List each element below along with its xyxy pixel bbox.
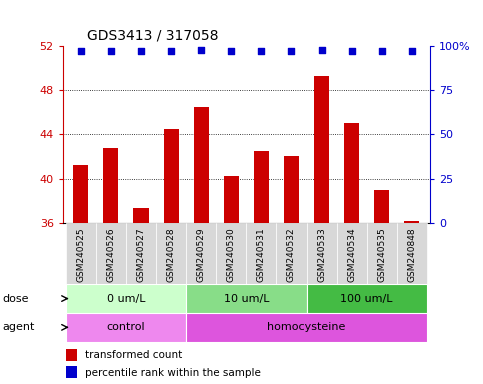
Bar <box>194 107 209 223</box>
Bar <box>73 165 88 223</box>
Point <box>408 48 416 55</box>
Bar <box>367 223 397 284</box>
Point <box>378 48 385 55</box>
Bar <box>156 223 186 284</box>
Bar <box>96 223 126 284</box>
Point <box>107 48 115 55</box>
Text: homocysteine: homocysteine <box>267 322 346 333</box>
Text: GSM240530: GSM240530 <box>227 228 236 282</box>
Bar <box>133 209 149 223</box>
Bar <box>314 76 329 223</box>
Bar <box>254 151 269 223</box>
Bar <box>66 313 186 342</box>
Bar <box>164 129 179 223</box>
Bar <box>67 349 77 361</box>
Bar <box>246 223 276 284</box>
Text: GSM240525: GSM240525 <box>76 228 85 282</box>
Bar <box>307 223 337 284</box>
Point <box>137 48 145 55</box>
Text: 0 um/L: 0 um/L <box>107 293 145 304</box>
Bar <box>344 123 359 223</box>
Text: GSM240528: GSM240528 <box>167 228 176 282</box>
Point <box>198 46 205 53</box>
Bar <box>337 223 367 284</box>
Bar <box>397 223 427 284</box>
Text: GSM240848: GSM240848 <box>407 228 416 282</box>
Text: GSM240531: GSM240531 <box>257 228 266 282</box>
Bar <box>284 157 299 223</box>
Text: control: control <box>107 322 145 333</box>
Text: GSM240526: GSM240526 <box>106 228 115 282</box>
Bar <box>66 223 96 284</box>
Text: GSM240534: GSM240534 <box>347 228 356 282</box>
Point <box>348 48 355 55</box>
Bar <box>276 223 307 284</box>
Bar <box>103 148 118 223</box>
Bar <box>66 284 186 313</box>
Bar <box>186 313 427 342</box>
Bar <box>224 176 239 223</box>
Bar <box>307 284 427 313</box>
Text: GSM240529: GSM240529 <box>197 228 206 282</box>
Bar <box>186 223 216 284</box>
Text: agent: agent <box>2 322 35 333</box>
Point <box>287 48 295 55</box>
Bar <box>126 223 156 284</box>
Point <box>257 48 265 55</box>
Bar <box>374 190 389 223</box>
Text: dose: dose <box>2 293 29 304</box>
Text: GSM240527: GSM240527 <box>137 228 145 282</box>
Bar <box>186 284 307 313</box>
Text: GSM240532: GSM240532 <box>287 228 296 282</box>
Text: 10 um/L: 10 um/L <box>224 293 269 304</box>
Text: transformed count: transformed count <box>85 350 182 360</box>
Text: GSM240533: GSM240533 <box>317 228 326 282</box>
Text: GDS3413 / 317058: GDS3413 / 317058 <box>87 28 218 42</box>
Point <box>227 48 235 55</box>
Text: percentile rank within the sample: percentile rank within the sample <box>85 367 261 377</box>
Bar <box>67 366 77 379</box>
Point <box>167 48 175 55</box>
Text: 100 um/L: 100 um/L <box>341 293 393 304</box>
Bar <box>404 220 419 223</box>
Point <box>318 46 326 53</box>
Point <box>77 48 85 55</box>
Text: GSM240535: GSM240535 <box>377 228 386 282</box>
Bar <box>216 223 246 284</box>
